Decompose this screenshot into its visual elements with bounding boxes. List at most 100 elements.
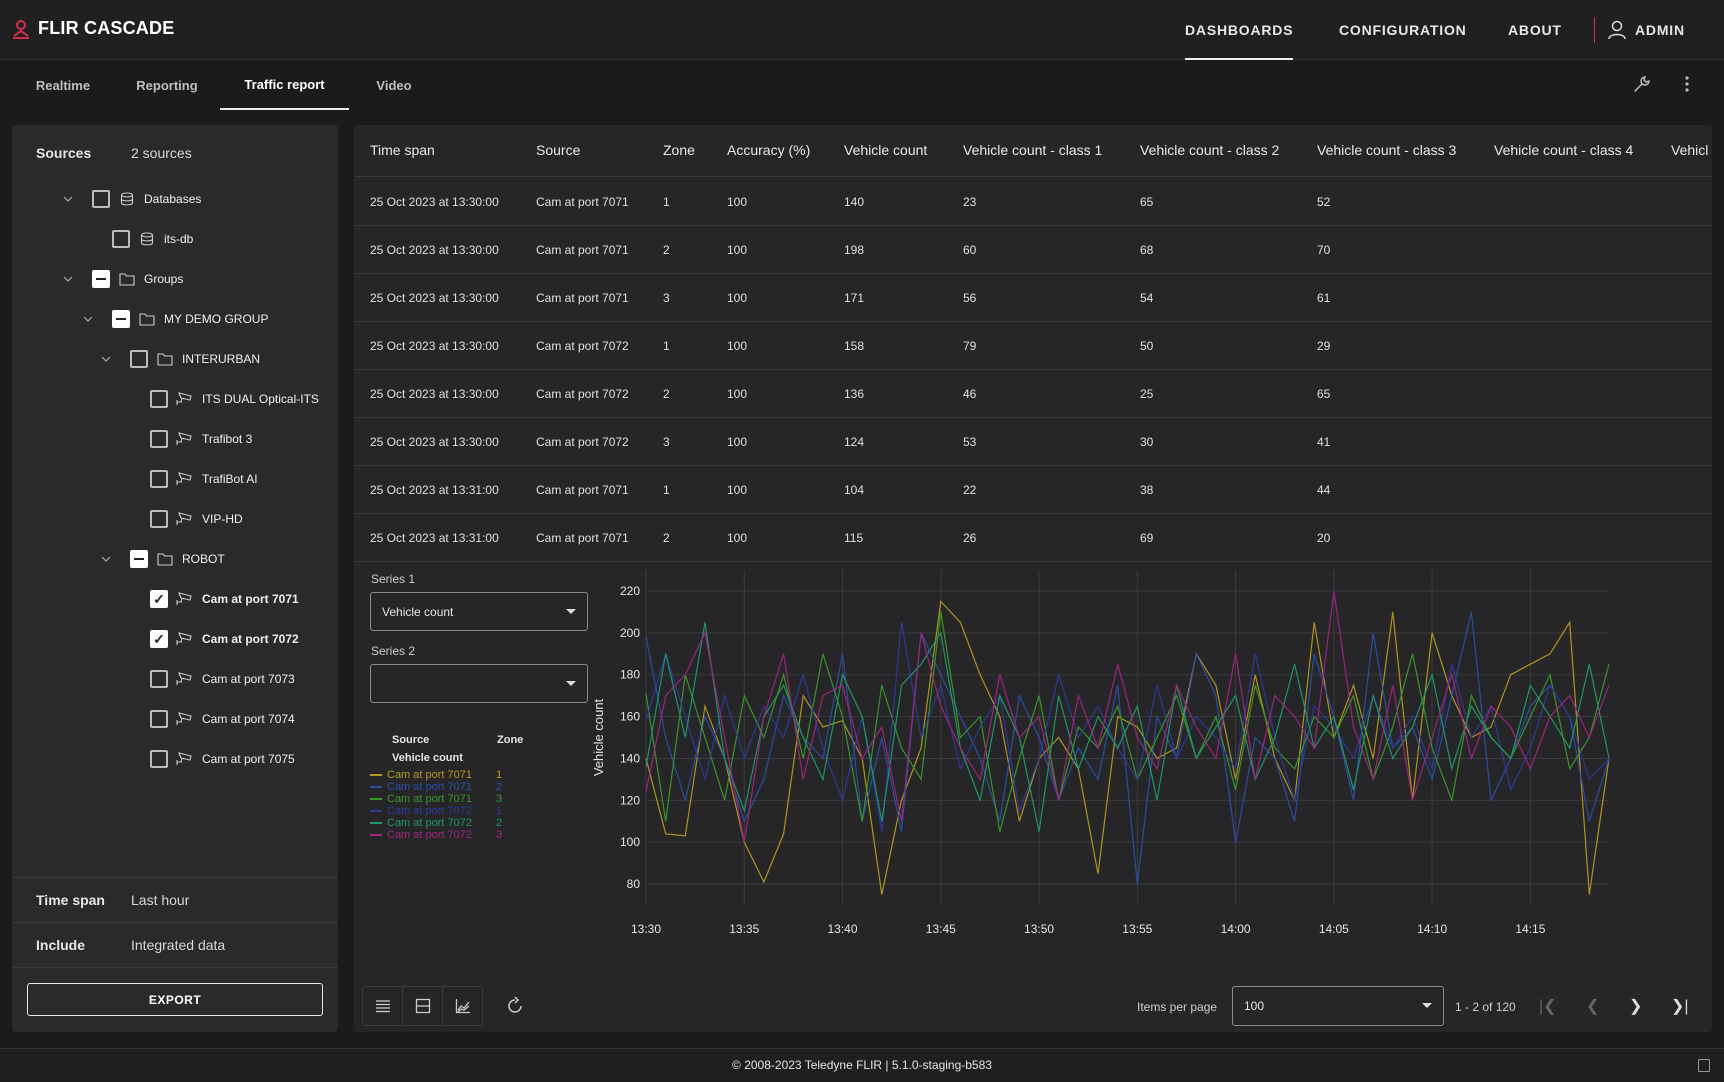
user-menu[interactable]: ADMIN <box>1607 0 1685 60</box>
tab-reporting[interactable]: Reporting <box>136 78 198 93</box>
tree-item[interactable]: Cam at port 7073 <box>120 667 295 691</box>
tree-checkbox[interactable] <box>112 230 130 248</box>
series-line[interactable] <box>645 590 1610 843</box>
tree-item[interactable]: ITS DUAL Optical-ITS <box>120 387 319 411</box>
tree-item[interactable]: ✓ Cam at port 7071 <box>120 587 299 611</box>
legend-item[interactable]: Cam at port 7072 1 <box>370 805 570 817</box>
series-line[interactable] <box>645 600 1610 895</box>
legend-line <box>370 810 382 812</box>
tree-checkbox[interactable] <box>150 710 168 728</box>
tab-video[interactable]: Video <box>376 78 412 93</box>
tree-checkbox[interactable] <box>150 390 168 408</box>
nav-about[interactable]: ABOUT <box>1508 22 1562 38</box>
series-line[interactable] <box>645 622 1610 832</box>
export-button[interactable]: EXPORT <box>27 983 323 1016</box>
table-row[interactable]: 25 Oct 2023 at 13:30:00 Cam at port 7072 3… <box>354 418 1712 466</box>
chevron-down-icon[interactable] <box>100 353 112 365</box>
table-row[interactable]: 25 Oct 2023 at 13:30:00 Cam at port 7072 2… <box>354 370 1712 418</box>
tree-item[interactable]: Cam at port 7075 <box>120 747 295 771</box>
tree-checkbox[interactable] <box>150 510 168 528</box>
tree-item-label: INTERURBAN <box>182 352 261 366</box>
tree-checkbox[interactable]: ✓ <box>150 590 168 608</box>
series2-select[interactable] <box>370 664 588 703</box>
tree-checkbox[interactable] <box>92 190 110 208</box>
tree-item[interactable]: its-db <box>82 227 193 251</box>
table-row[interactable]: 25 Oct 2023 at 13:30:00 Cam at port 7071 3… <box>354 274 1712 322</box>
tree-item[interactable]: ROBOT <box>100 547 225 571</box>
page-range: 1 - 2 of 120 <box>1455 1000 1516 1014</box>
refresh-icon[interactable] <box>494 986 535 1026</box>
column-header[interactable]: Source <box>536 142 581 158</box>
tree-item[interactable]: MY DEMO GROUP <box>82 307 268 331</box>
legend-item[interactable]: Cam at port 7072 2 <box>370 817 570 829</box>
tab-traffic-report[interactable]: Traffic report <box>220 61 349 110</box>
clipboard-icon[interactable] <box>1698 1059 1710 1072</box>
column-header[interactable]: Vehicle count <box>844 142 928 158</box>
tree-checkbox[interactable] <box>150 750 168 768</box>
chevron-down-icon[interactable] <box>62 273 74 285</box>
tab-realtime[interactable]: Realtime <box>35 78 91 93</box>
chevron-down-icon[interactable] <box>100 553 112 565</box>
nav-dashboards[interactable]: DASHBOARDS <box>1185 0 1294 60</box>
tree-item[interactable]: VIP-HD <box>120 507 243 531</box>
tree-checkbox[interactable] <box>150 430 168 448</box>
tree-item[interactable]: ✓ Cam at port 7072 <box>120 627 299 651</box>
tree-checkbox[interactable] <box>112 310 130 328</box>
timespan-row[interactable]: Time span Last hour <box>12 877 338 922</box>
more-vert-icon[interactable] <box>1677 74 1697 94</box>
series-line[interactable] <box>645 622 1610 832</box>
tree-checkbox[interactable] <box>150 470 168 488</box>
tree-checkbox[interactable] <box>130 350 148 368</box>
last-page-icon[interactable]: ❯| <box>1671 998 1689 1015</box>
nav-configuration[interactable]: CONFIGURATION <box>1339 22 1467 38</box>
column-header[interactable]: Vehicle count - class 4 <box>1494 142 1634 158</box>
table-row[interactable]: 25 Oct 2023 at 13:31:00 Cam at port 7071 1… <box>354 466 1712 514</box>
tree-item[interactable]: Databases <box>62 187 201 211</box>
next-page-icon[interactable]: ❯ <box>1629 998 1643 1015</box>
prev-page-icon[interactable]: ❮ <box>1586 998 1600 1015</box>
series-line[interactable] <box>645 611 1610 885</box>
tree-item[interactable]: TrafiBot AI <box>120 467 258 491</box>
table-cell: 69 <box>1140 531 1154 545</box>
series2-label: Series 2 <box>371 644 416 658</box>
legend-item[interactable]: Cam at port 7071 3 <box>370 793 570 805</box>
legend-item[interactable]: Cam at port 7072 3 <box>370 829 570 841</box>
column-header[interactable]: Vehicle count - class 1 <box>963 142 1103 158</box>
tree-item[interactable]: INTERURBAN <box>100 347 260 371</box>
column-header[interactable]: Accuracy (%) <box>727 142 811 158</box>
column-header[interactable]: Zone <box>663 142 695 158</box>
tree-item[interactable]: Groups <box>62 267 183 291</box>
table-cell: 65 <box>1140 195 1154 209</box>
table-row[interactable]: 25 Oct 2023 at 13:31:00 Cam at port 7071 2… <box>354 514 1712 562</box>
tree-item[interactable]: Cam at port 7074 <box>120 707 295 731</box>
series1-select[interactable]: Vehicle count <box>370 592 588 631</box>
legend-item[interactable]: Cam at port 7071 2 <box>370 781 570 793</box>
x-tick-label: 13:35 <box>729 922 759 936</box>
table-row[interactable]: 25 Oct 2023 at 13:30:00 Cam at port 7072 1… <box>354 322 1712 370</box>
include-row[interactable]: Include Integrated data <box>12 922 338 967</box>
tree-checkbox[interactable] <box>92 270 110 288</box>
chevron-down-icon[interactable] <box>62 193 74 205</box>
table-row[interactable]: 25 Oct 2023 at 13:30:00 Cam at port 7071 2… <box>354 226 1712 274</box>
line-chart[interactable]: 13:30 13:35 13:40 13:45 13:50 13:55 14:00 14:05… <box>579 565 1619 955</box>
tree-checkbox[interactable] <box>130 550 148 568</box>
table-row[interactable]: 25 Oct 2023 at 13:30:00 Cam at port 7071 1… <box>354 178 1712 226</box>
tree-checkbox[interactable] <box>150 670 168 688</box>
chevron-down-icon[interactable] <box>82 313 94 325</box>
first-page-icon[interactable]: |❮ <box>1539 998 1557 1015</box>
column-header[interactable]: Vehicle count - class 3 <box>1317 142 1457 158</box>
column-header[interactable]: Vehicle count - class 2 <box>1140 142 1280 158</box>
column-header[interactable]: Vehicl <box>1671 142 1709 158</box>
wrench-icon[interactable] <box>1632 74 1652 94</box>
tree-checkbox[interactable]: ✓ <box>150 630 168 648</box>
chart-view-icon[interactable] <box>442 986 483 1026</box>
tree-item[interactable]: Trafibot 3 <box>120 427 252 451</box>
items-per-page-select[interactable]: 100 <box>1232 986 1444 1026</box>
table-cell: 25 Oct 2023 at 13:31:00 <box>370 531 499 545</box>
legend-item[interactable]: Cam at port 7071 1 <box>370 769 570 781</box>
series-line[interactable] <box>645 611 1610 832</box>
app-logo[interactable]: FLIR CASCADE <box>12 18 174 39</box>
table-view-icon[interactable] <box>362 986 403 1026</box>
column-header[interactable]: Time span <box>370 142 435 158</box>
split-view-icon[interactable] <box>402 986 443 1026</box>
